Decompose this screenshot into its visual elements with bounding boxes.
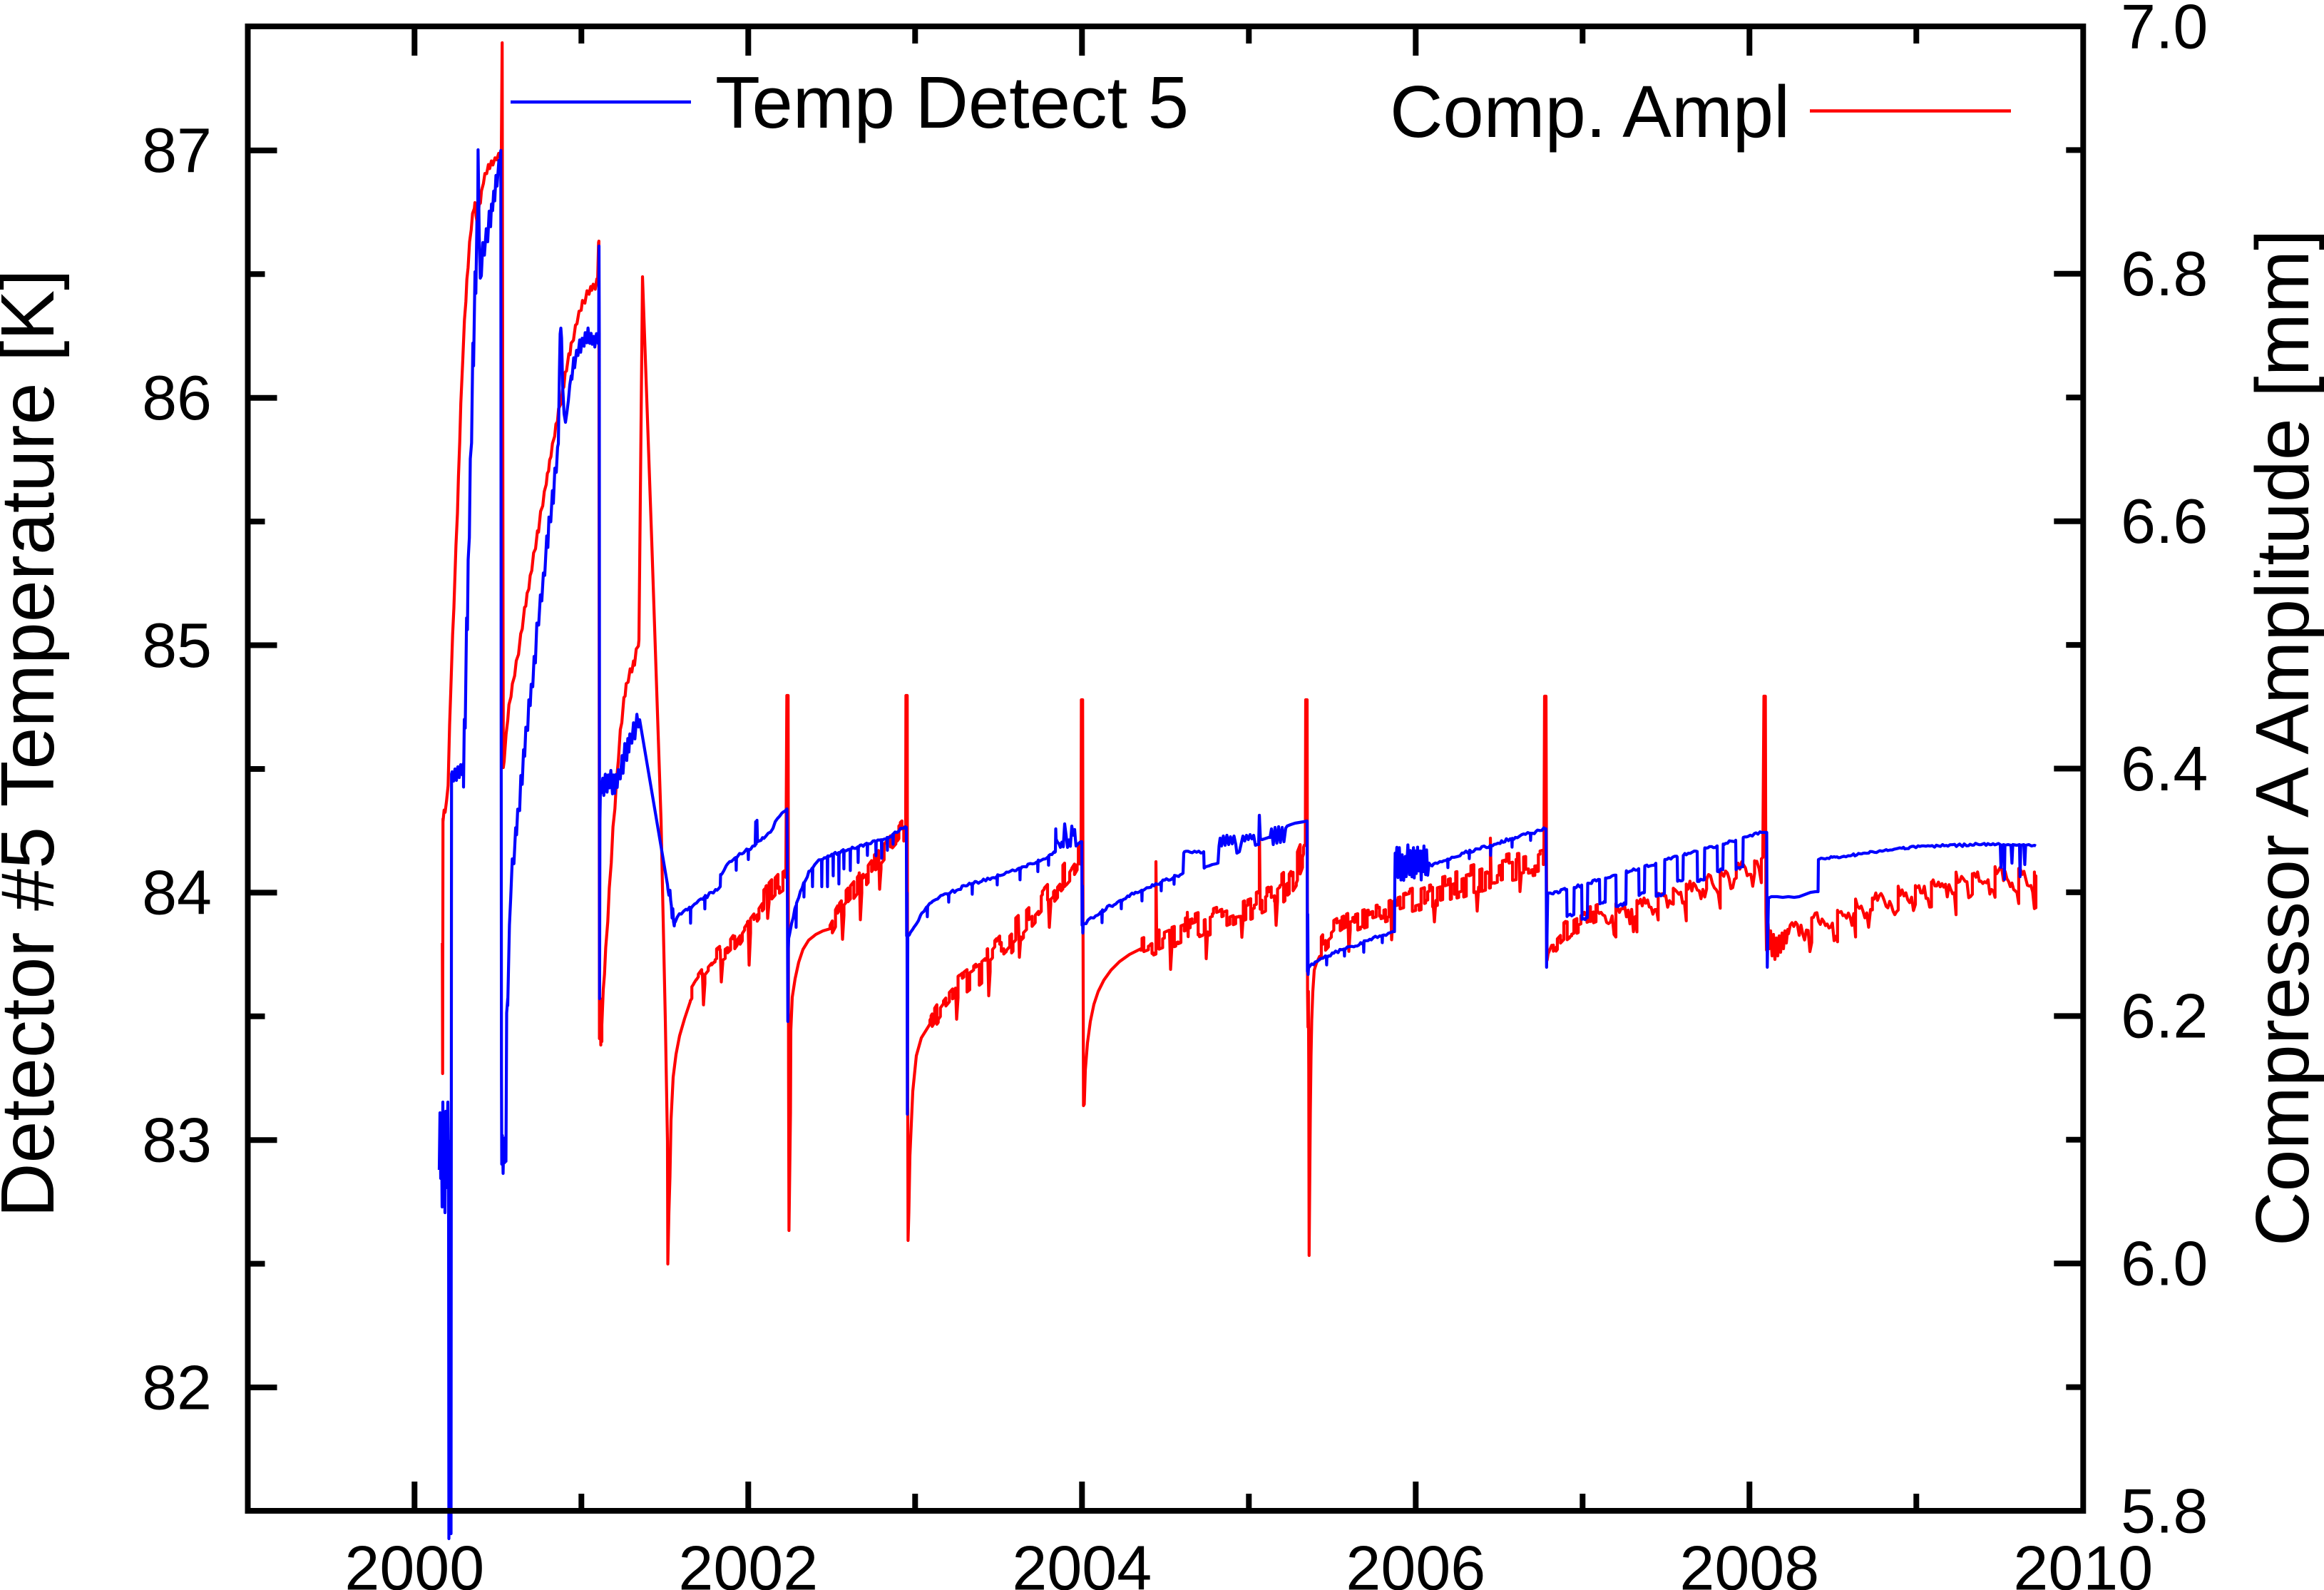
svg-text:86: 86 <box>142 362 212 433</box>
svg-text:2008: 2008 <box>1679 1533 1819 1590</box>
svg-text:6.2: 6.2 <box>2121 981 2208 1051</box>
svg-text:6.8: 6.8 <box>2121 238 2208 309</box>
svg-text:2000: 2000 <box>344 1533 484 1590</box>
svg-text:83: 83 <box>142 1105 212 1176</box>
svg-text:84: 84 <box>142 857 212 928</box>
svg-text:6.6: 6.6 <box>2121 486 2208 556</box>
svg-text:85: 85 <box>142 610 212 681</box>
svg-text:2004: 2004 <box>1012 1533 1152 1590</box>
svg-text:2010: 2010 <box>2013 1533 2153 1590</box>
svg-text:6.4: 6.4 <box>2121 733 2208 804</box>
svg-text:Temp Detect 5: Temp Detect 5 <box>715 61 1189 143</box>
svg-text:Detector #5 Temperature [K]: Detector #5 Temperature [K] <box>0 269 70 1218</box>
svg-text:82: 82 <box>142 1352 212 1422</box>
svg-text:Comp. Ampl: Comp. Ampl <box>1390 71 1790 153</box>
svg-text:87: 87 <box>142 115 212 185</box>
svg-text:2006: 2006 <box>1346 1533 1485 1590</box>
svg-text:6.0: 6.0 <box>2121 1228 2208 1299</box>
svg-text:5.8: 5.8 <box>2121 1475 2208 1546</box>
svg-text:Compressor A Amplitude [mm]: Compressor A Amplitude [mm] <box>2241 229 2324 1246</box>
svg-text:2002: 2002 <box>678 1533 818 1590</box>
svg-text:7.0: 7.0 <box>2121 0 2208 61</box>
